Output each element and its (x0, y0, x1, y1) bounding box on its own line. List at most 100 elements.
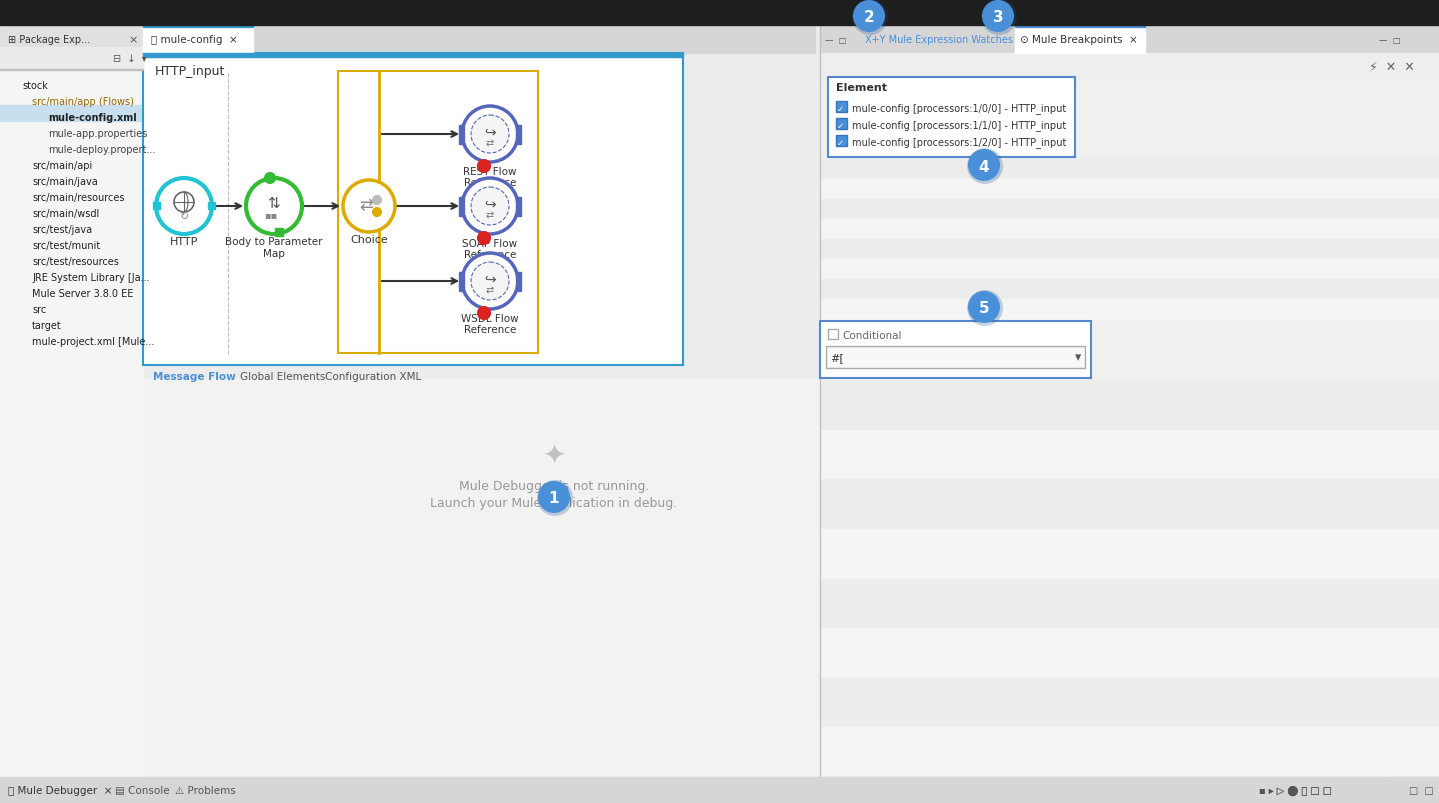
Text: ✓: ✓ (837, 121, 845, 130)
Text: mule-config [processors:1/2/0] - HTTP_input: mule-config [processors:1/2/0] - HTTP_in… (852, 137, 1066, 149)
Text: ↪: ↪ (484, 124, 496, 139)
Bar (142, 54, 684, 58)
Text: ⚡  ✕  ✕: ⚡ ✕ ✕ (1368, 60, 1415, 73)
Circle shape (538, 482, 570, 513)
Bar (820, 240, 1439, 259)
Bar (459, 126, 463, 145)
Text: Map: Map (263, 249, 285, 259)
Circle shape (246, 179, 302, 234)
Text: mule-config [processors:1/1/0] - HTTP_input: mule-config [processors:1/1/0] - HTTP_in… (852, 120, 1066, 131)
Circle shape (342, 181, 394, 233)
Bar (827, 78, 1075, 158)
Bar (1389, 777, 1439, 803)
Bar (0, 0, 1439, 26)
Bar (820, 678, 1439, 728)
Bar (209, 202, 214, 210)
Text: 1: 1 (548, 491, 560, 506)
Text: ⇄: ⇄ (360, 196, 373, 214)
Bar (827, 329, 837, 340)
Circle shape (968, 291, 1000, 324)
Bar (0, 26, 142, 48)
Text: target: target (32, 320, 62, 331)
Text: 4: 4 (979, 159, 990, 174)
Text: Reference: Reference (463, 250, 517, 259)
Text: Configuration XML: Configuration XML (325, 372, 422, 381)
Text: mule-deploy.propert...: mule-deploy.propert... (47, 145, 155, 155)
Circle shape (462, 179, 518, 234)
Bar (1014, 26, 1145, 54)
Bar (459, 198, 463, 217)
Text: Conditional: Conditional (842, 331, 901, 340)
Text: mule-config.xml: mule-config.xml (47, 113, 137, 123)
Bar (820, 381, 1439, 430)
Circle shape (462, 254, 518, 310)
Text: ▤ Console: ▤ Console (115, 785, 170, 795)
Text: stock: stock (22, 81, 47, 91)
Bar (153, 202, 160, 210)
Bar (820, 321, 1091, 378)
Bar (1014, 26, 1145, 28)
Text: 2: 2 (863, 10, 875, 26)
Bar (517, 198, 521, 217)
Text: 3: 3 (993, 10, 1003, 26)
Text: src/main/java: src/main/java (32, 177, 98, 187)
Text: ▾: ▾ (1075, 351, 1081, 364)
Circle shape (155, 179, 212, 234)
Text: Global Elements: Global Elements (240, 372, 325, 381)
Bar (820, 479, 1439, 529)
Text: Message Flow: Message Flow (153, 372, 236, 381)
Text: src/test/java: src/test/java (32, 225, 92, 234)
Text: src/main/wsdl: src/main/wsdl (32, 209, 99, 218)
Bar (836, 102, 848, 113)
Text: X+Y Mule Expression Watches: X+Y Mule Expression Watches (865, 35, 1013, 45)
Text: JRE System Library [Ja...: JRE System Library [Ja... (32, 273, 150, 283)
Bar (820, 54, 1439, 80)
Text: mule-config [processors:1/0/0] - HTTP_input: mule-config [processors:1/0/0] - HTTP_in… (852, 104, 1066, 114)
Text: Choice: Choice (350, 234, 389, 245)
Circle shape (478, 161, 491, 173)
Bar (820, 430, 1439, 479)
Text: 🔧 mule-config  ×: 🔧 mule-config × (151, 35, 237, 45)
Text: Reference: Reference (463, 324, 517, 335)
Bar (338, 72, 538, 353)
Text: REST Flow: REST Flow (463, 167, 517, 177)
Bar (820, 26, 1439, 54)
Bar (0, 777, 1439, 803)
Text: Reference: Reference (463, 177, 517, 188)
Text: Mule Debugger is not running.: Mule Debugger is not running. (459, 479, 649, 492)
Bar (820, 220, 1439, 240)
Text: ▪ ▸ ▷ ⬤ 🕐 □ □: ▪ ▸ ▷ ⬤ 🕐 □ □ (1259, 785, 1333, 795)
Text: #[: #[ (830, 353, 843, 362)
Bar (0, 48, 142, 70)
Text: 5: 5 (979, 301, 990, 316)
Bar (0, 380, 1439, 777)
Circle shape (265, 173, 275, 184)
Circle shape (471, 116, 509, 154)
Bar (820, 279, 1439, 300)
Bar (820, 300, 1439, 320)
Circle shape (537, 480, 573, 516)
Bar (142, 54, 684, 365)
Text: 🐛 Mule Debugger  ×: 🐛 Mule Debugger × (9, 785, 112, 795)
Bar (517, 273, 521, 291)
Text: SOAP Flow: SOAP Flow (462, 238, 518, 249)
Text: Element: Element (836, 83, 886, 93)
Text: ✓: ✓ (837, 104, 845, 113)
Bar (820, 160, 1439, 180)
Bar (0, 106, 142, 122)
Text: Mule Server 3.8.0 EE: Mule Server 3.8.0 EE (32, 288, 134, 299)
Bar (820, 180, 1439, 200)
Text: ⚠ Problems: ⚠ Problems (176, 785, 236, 795)
Bar (820, 728, 1439, 777)
Text: WSDL Flow: WSDL Flow (460, 314, 519, 324)
Text: mule-project.xml [Mule...: mule-project.xml [Mule... (32, 336, 154, 347)
Text: ⇄: ⇄ (486, 284, 494, 295)
Text: ✓: ✓ (837, 138, 845, 147)
Text: □  □: □ □ (1409, 785, 1433, 795)
Circle shape (471, 188, 509, 226)
Bar (820, 777, 1439, 803)
Text: ⇅: ⇅ (268, 195, 281, 210)
Circle shape (981, 0, 1017, 36)
Text: src/test/munit: src/test/munit (32, 241, 101, 251)
Text: ▪ ▸ ▷ ⬤ 🕐 □ □: ▪ ▸ ▷ ⬤ 🕐 □ □ (1259, 785, 1333, 795)
